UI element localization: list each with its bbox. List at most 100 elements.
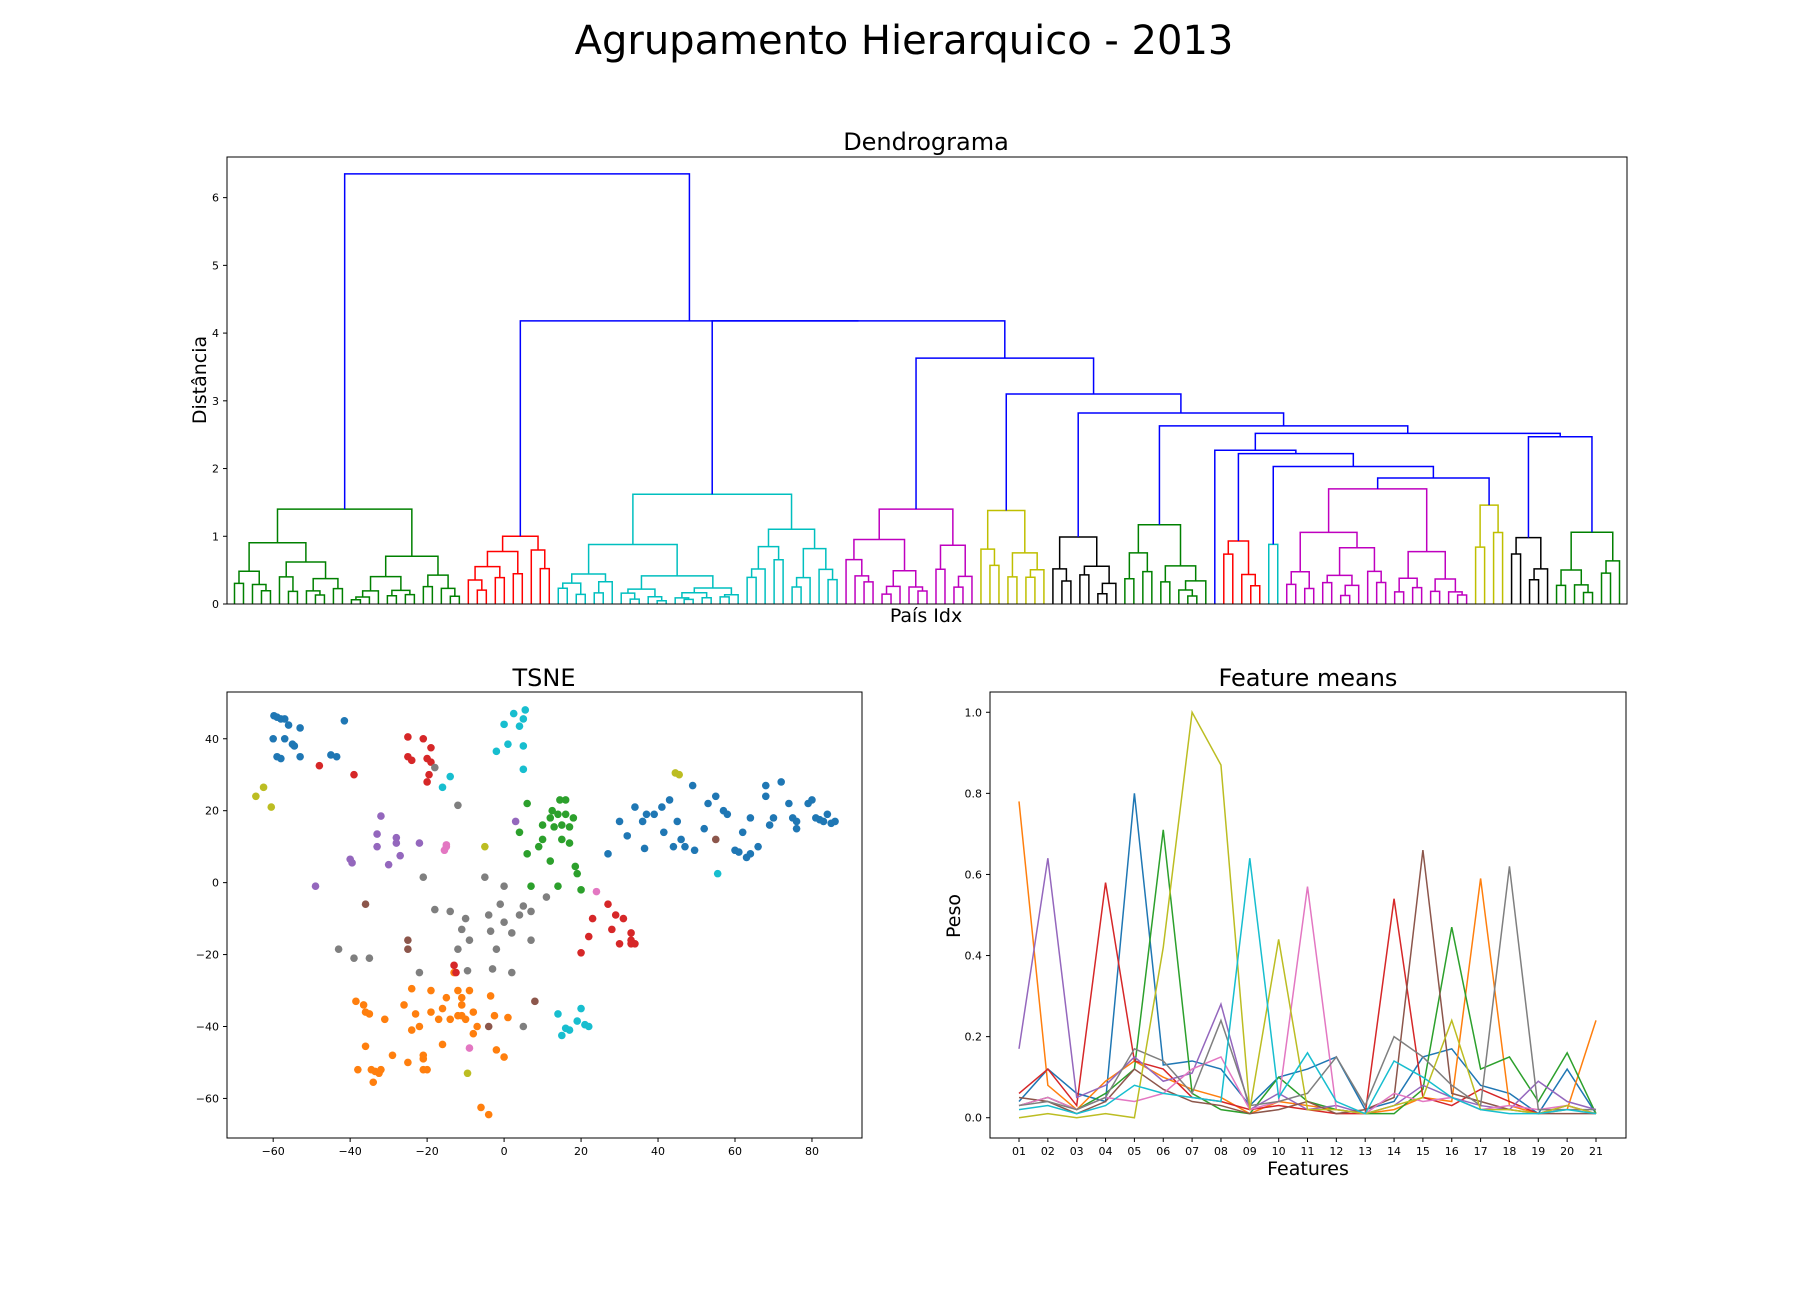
cluster-link <box>285 561 327 579</box>
cluster-link <box>350 598 362 604</box>
feature-series-line <box>1018 866 1596 1111</box>
tsne-point <box>604 850 612 858</box>
tsne-point <box>388 1051 397 1060</box>
cluster-link <box>746 576 757 604</box>
tsne-point <box>604 900 612 909</box>
tsne-point <box>619 914 628 923</box>
cluster-link <box>750 568 766 604</box>
feature-series-line <box>1018 793 1597 1115</box>
cluster-link <box>1492 531 1504 604</box>
x-tick-label: 12 <box>1329 1145 1343 1158</box>
tsne-point <box>490 1011 499 1020</box>
tsne-point <box>465 936 474 944</box>
tsne-point <box>504 1013 512 1022</box>
tsne-point <box>792 824 801 833</box>
cluster-link <box>1510 553 1522 604</box>
x-tick-label: 20 <box>1560 1145 1574 1158</box>
tsne-point <box>550 823 558 831</box>
dendrogram-title: Dendrograma <box>843 128 1009 156</box>
tsne-point <box>492 1046 501 1054</box>
tsne-point <box>761 792 770 801</box>
cluster-link <box>1011 552 1038 577</box>
cluster-link <box>818 568 834 604</box>
cluster-link <box>681 592 708 598</box>
top-level-link <box>1005 393 1182 511</box>
cluster-link <box>1605 560 1621 604</box>
cluster-link <box>1268 543 1279 604</box>
cluster-link <box>391 589 411 596</box>
tsne-point <box>565 1026 574 1034</box>
cluster-link <box>935 568 946 604</box>
cluster-link <box>1321 581 1333 604</box>
cluster-link <box>885 585 901 604</box>
feature-means-axes: 01 02 03 04 05 06 07 08 09 10 11 12 13 14 15 16 17 18 19 20… <box>965 706 1604 1158</box>
tsne-point <box>434 1015 443 1024</box>
feature-series-line <box>1018 886 1597 1115</box>
cluster-link <box>1339 594 1351 604</box>
cluster-link <box>512 573 524 604</box>
tsne-point <box>365 1010 374 1018</box>
dendrogram-ylabel: Distância <box>189 336 211 424</box>
cluster-link <box>494 576 506 604</box>
tsne-point <box>500 720 508 729</box>
tsne-point <box>500 918 508 926</box>
cluster-link <box>1241 573 1257 604</box>
tsne-point <box>481 842 489 851</box>
tsne-point <box>377 812 385 820</box>
tsne-point <box>361 900 370 909</box>
cluster-link <box>1025 576 1036 604</box>
cluster-link <box>1058 536 1098 569</box>
cluster-link <box>1164 565 1197 582</box>
cluster-link <box>1061 580 1072 604</box>
cluster-link <box>1184 580 1207 604</box>
tsne-point <box>427 1008 435 1016</box>
tsne-point <box>419 1051 428 1060</box>
cluster-link <box>853 538 906 571</box>
tsne-point <box>688 781 697 790</box>
x-tick-label: 20 <box>574 1145 588 1158</box>
cluster-link <box>701 597 712 604</box>
tsne-point <box>584 1022 593 1031</box>
tsne-point <box>465 986 474 995</box>
tsne-point <box>454 986 462 995</box>
cluster-link <box>827 578 838 604</box>
cluster-link <box>1299 531 1358 572</box>
cluster-link <box>1079 574 1090 604</box>
x-tick-label: 07 <box>1185 1145 1199 1158</box>
cluster-link <box>305 590 321 604</box>
y-tick-label: 0 <box>212 877 219 890</box>
cluster-link <box>1250 584 1261 604</box>
tsne-point <box>831 817 839 826</box>
tsne-point <box>269 734 277 743</box>
tsne-point <box>492 945 501 953</box>
tsne-point <box>527 882 535 891</box>
tsne-point <box>673 817 682 826</box>
y-tick-label: −20 <box>196 949 219 962</box>
cluster-link <box>719 596 730 604</box>
tsne-point <box>527 936 535 944</box>
cluster-link <box>878 508 954 546</box>
tsne-point <box>571 862 580 871</box>
tsne-point <box>454 801 462 810</box>
tsne-point <box>440 846 449 855</box>
tsne-point <box>327 751 335 759</box>
tsne-point <box>419 734 428 743</box>
cluster-link <box>917 590 928 604</box>
tsne-point <box>290 742 299 750</box>
tsne-point <box>423 1065 431 1074</box>
tsne-point <box>340 716 349 725</box>
tsne-point <box>615 817 624 826</box>
x-tick-label: 13 <box>1358 1145 1372 1158</box>
dendrogram-panel: Dendrograma 0 1 2 3 4 5 6 País Idx Distância <box>189 128 1628 627</box>
tsne-point <box>548 806 556 815</box>
tsne-point <box>554 1010 562 1018</box>
cluster-link <box>1573 584 1589 604</box>
top-level-link <box>915 357 1095 510</box>
cluster-link <box>1375 581 1387 604</box>
tsne-point <box>711 835 720 844</box>
tsne-point <box>377 1065 385 1074</box>
tsne-point <box>577 948 585 957</box>
tsne-point <box>623 832 632 840</box>
cluster-link <box>1560 569 1583 586</box>
